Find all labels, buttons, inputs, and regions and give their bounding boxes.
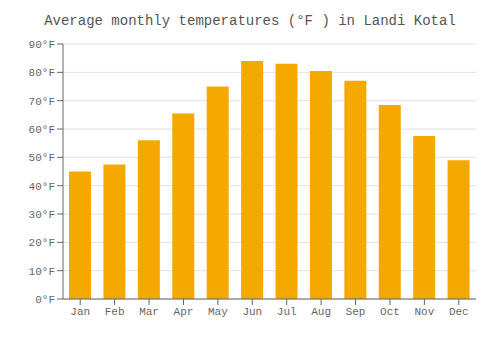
svg-text:Sep: Sep [346,306,366,318]
svg-text:May: May [208,306,228,318]
svg-text:Apr: Apr [174,306,194,318]
svg-text:10°F: 10°F [29,266,55,278]
svg-text:Aug: Aug [311,306,331,318]
svg-text:Mar: Mar [139,306,159,318]
svg-text:Nov: Nov [414,306,434,318]
svg-text:90°F: 90°F [29,39,55,51]
html-text:Average monthly temperatures (: Average monthly temperatures (°F ) in La… [44,13,456,29]
svg-text:80°F: 80°F [29,67,55,79]
svg-text:Jan: Jan [70,306,90,318]
svg-text:Jul: Jul [277,306,297,318]
svg-text:30°F: 30°F [29,209,55,221]
svg-text:60°F: 60°F [29,124,55,136]
svg-text:50°F: 50°F [29,152,55,164]
svg-text:20°F: 20°F [29,237,55,249]
svg-text:Jun: Jun [242,306,262,318]
svg-text:Dec: Dec [449,306,469,318]
svg-text:40°F: 40°F [29,181,55,193]
svg-text:Feb: Feb [105,306,125,318]
svg-text:Oct: Oct [380,306,400,318]
svg-text:0°F: 0°F [35,294,55,306]
svg-text:70°F: 70°F [29,96,55,108]
